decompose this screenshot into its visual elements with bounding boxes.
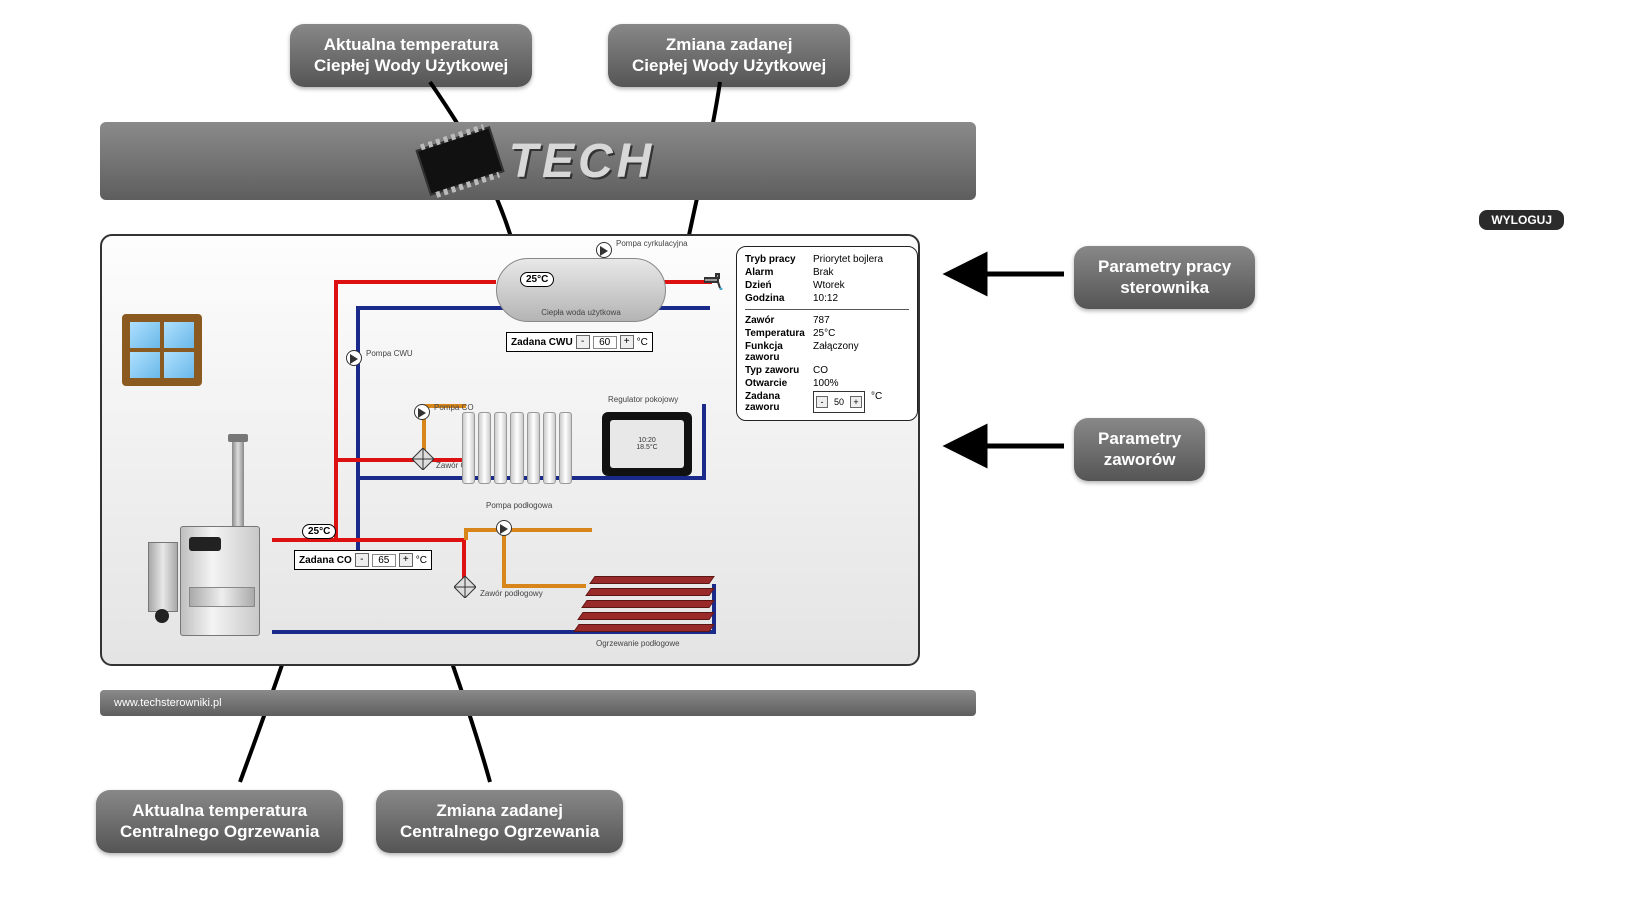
pump-floor-label: Pompa podłogowa: [486, 502, 552, 510]
info-row-type: Typ zaworu CO: [745, 364, 909, 377]
footer-url: www.techsterowniki.pl: [114, 697, 222, 709]
info-setvalve-unit: °C: [871, 391, 882, 413]
chip-icon: [415, 126, 504, 196]
info-opening-label: Otwarcie: [745, 378, 807, 389]
callout-cwu-set: Zmiana zadanej Ciepłej Wody Użytkowej: [608, 24, 850, 87]
callout-co-temp: Aktualna temperatura Centralnego Ogrzewa…: [96, 790, 343, 853]
info-mode-label: Tryb pracy: [745, 254, 807, 265]
logout-button[interactable]: WYLOGUJ: [1479, 210, 1564, 230]
hot-water-tank: Ciepła woda użytkowa: [496, 258, 666, 322]
window-icon: [122, 314, 202, 386]
faucet-icon: [704, 272, 726, 290]
info-row-hour: Godzina 10:12: [745, 292, 909, 305]
set-co-input[interactable]: [372, 554, 396, 567]
info-row-opening: Otwarcie 100%: [745, 377, 909, 390]
valve-floor-icon: [454, 576, 476, 598]
info-valve-value: 787: [813, 315, 909, 326]
info-alarm-value: Brak: [813, 267, 909, 278]
boiler-icon: [150, 496, 270, 646]
set-co-box: Zadana CO - + °C: [294, 550, 432, 570]
set-cwu-label: Zadana CWU: [511, 337, 573, 348]
header-band: TECH: [100, 122, 976, 200]
info-mode-value: Priorytet bojlera: [813, 254, 909, 265]
pipe: [502, 584, 586, 588]
pump-circulation-label: Pompa cyrkulacyjna: [616, 240, 688, 248]
set-cwu-input[interactable]: [593, 336, 617, 349]
info-func-value: Załączony: [813, 341, 909, 363]
info-row-setvalve: Zadana zaworu - 50 + °C: [745, 390, 909, 414]
callout-controller-params: Parametry pracy sterownika: [1074, 246, 1255, 309]
set-co-unit: °C: [416, 555, 427, 566]
set-cwu-unit: °C: [637, 337, 648, 348]
info-valve-label: Zawór: [745, 315, 807, 326]
pipe: [464, 528, 592, 532]
info-setvalve-plus-button[interactable]: +: [850, 396, 862, 408]
info-divider: [745, 309, 909, 310]
info-temp-label: Temperatura: [745, 328, 807, 339]
floor-heating-icon: [582, 576, 712, 636]
info-setvalve-stepper: - 50 +: [813, 391, 865, 413]
room-regulator-label: Regulator pokojowy: [608, 396, 678, 404]
pipe: [356, 306, 360, 566]
pipe: [334, 538, 464, 542]
cwu-temp-badge: 25°C: [520, 272, 554, 287]
info-type-label: Typ zaworu: [745, 365, 807, 376]
set-cwu-plus-button[interactable]: +: [620, 335, 634, 349]
info-row-mode: Tryb pracy Priorytet bojlera: [745, 253, 909, 266]
pump-circulation-icon: [596, 242, 612, 258]
pump-co-icon: [414, 404, 430, 420]
pipe: [334, 280, 338, 540]
info-func-label: Funkcja zaworu: [745, 341, 807, 363]
callout-valve-params: Parametry zaworów: [1074, 418, 1205, 481]
room-reg-temp: 18.5°C: [636, 444, 657, 451]
info-row-alarm: Alarm Brak: [745, 266, 909, 279]
info-hour-value: 10:12: [813, 293, 909, 304]
info-row-temp: Temperatura 25°C: [745, 327, 909, 340]
tank-label: Ciepła woda użytkowa: [497, 308, 665, 317]
floor-heating-label: Ogrzewanie podłogowe: [596, 640, 680, 648]
info-temp-value: 25°C: [813, 328, 909, 339]
pipe: [502, 528, 506, 586]
room-reg-time: 10:20: [638, 437, 656, 444]
info-row-valve: Zawór 787: [745, 314, 909, 327]
info-day-value: Wtorek: [813, 280, 909, 291]
info-setvalve-minus-button[interactable]: -: [816, 396, 828, 408]
valve-floor-label: Zawór podłogowy: [480, 590, 543, 598]
set-co-label: Zadana CO: [299, 555, 352, 566]
info-setvalve-value: 50: [830, 397, 848, 407]
pipe: [272, 630, 360, 634]
info-type-value: CO: [813, 365, 909, 376]
brand-text: TECH: [509, 134, 656, 189]
pump-cwu-icon: [346, 350, 362, 366]
brand-logo: TECH: [421, 134, 656, 189]
valve-co-icon: [412, 448, 434, 470]
info-row-day: Dzień Wtorek: [745, 279, 909, 292]
info-day-label: Dzień: [745, 280, 807, 291]
pipe: [334, 280, 496, 284]
info-hour-label: Godzina: [745, 293, 807, 304]
info-row-func: Funkcja zaworu Załączony: [745, 340, 909, 364]
pump-floor-icon: [496, 520, 512, 536]
pipe: [702, 404, 706, 480]
info-alarm-label: Alarm: [745, 267, 807, 278]
callout-cwu-temp: Aktualna temperatura Ciepłej Wody Użytko…: [290, 24, 532, 87]
pump-cwu-label: Pompa CWU: [366, 350, 413, 358]
info-setvalve-label: Zadana zaworu: [745, 391, 807, 413]
radiator-icon: [462, 412, 572, 484]
co-temp-badge: 25°C: [302, 524, 336, 539]
room-regulator-icon: 10:20 18.5°C: [602, 412, 692, 476]
footer-band: www.techsterowniki.pl: [100, 690, 976, 716]
set-co-plus-button[interactable]: +: [399, 553, 413, 567]
info-opening-value: 100%: [813, 378, 909, 389]
callout-co-set: Zmiana zadanej Centralnego Ogrzewania: [376, 790, 623, 853]
set-cwu-box: Zadana CWU - + °C: [506, 332, 653, 352]
set-cwu-minus-button[interactable]: -: [576, 335, 590, 349]
controller-info-panel: Tryb pracy Priorytet bojlera Alarm Brak …: [736, 246, 918, 421]
set-co-minus-button[interactable]: -: [355, 553, 369, 567]
